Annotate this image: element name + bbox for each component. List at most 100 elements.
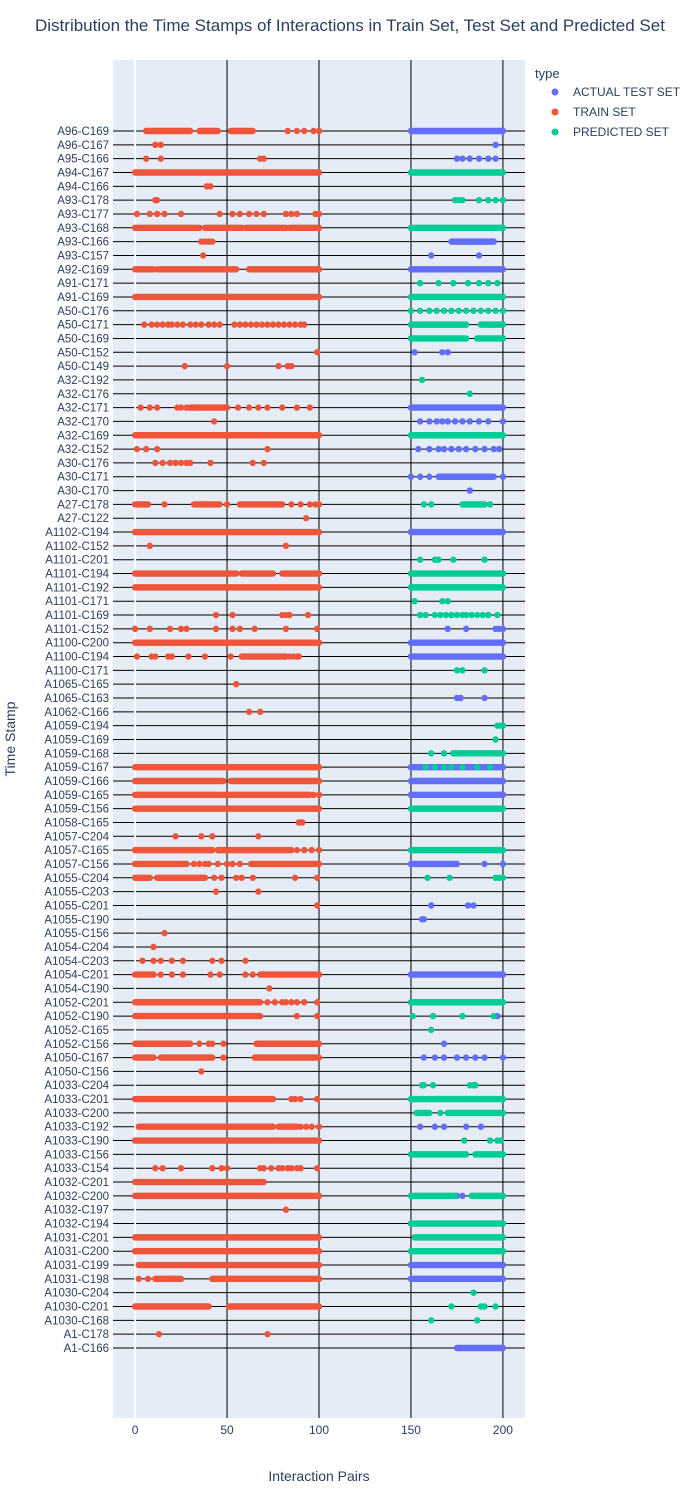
series-train-set (131, 127, 323, 1338)
data-point (220, 1040, 227, 1047)
data-point (168, 1275, 176, 1283)
data-point (291, 874, 299, 881)
data-point (183, 404, 190, 411)
data-point (157, 957, 165, 964)
data-point (313, 625, 321, 633)
data-point (475, 252, 483, 259)
data-point (420, 916, 428, 923)
data-point (218, 874, 225, 881)
data-point (306, 404, 314, 411)
y-tick-label: A96-C169 (57, 126, 109, 138)
data-point (282, 999, 290, 1006)
data-point (288, 362, 295, 370)
data-point (210, 321, 218, 328)
y-tick-label: A1033-C204 (44, 1080, 109, 1092)
data-point (472, 1082, 479, 1089)
data-point (229, 860, 236, 868)
data-point (297, 501, 304, 508)
data-point (210, 874, 218, 881)
data-point (275, 321, 282, 328)
chart-title: Distribution the Time Stamps of Interact… (35, 16, 665, 35)
data-point (308, 1123, 315, 1130)
legend-item-test[interactable]: ACTUAL TEST SET (551, 85, 681, 99)
data-point (236, 625, 244, 633)
y-tick-label: A1101-C201 (45, 555, 109, 567)
data-point (245, 708, 253, 716)
data-point (462, 307, 470, 314)
y-tick-label: A1059-C167 (44, 762, 109, 774)
data-point (282, 1206, 290, 1213)
data-point (205, 321, 212, 328)
data-point (199, 501, 207, 508)
data-point (475, 418, 483, 425)
y-tick-label: A1059-C169 (44, 735, 109, 747)
data-point (229, 210, 236, 218)
data-point (472, 445, 479, 453)
legend-item-pred[interactable]: PREDICTED SET (551, 125, 670, 139)
y-tick-label: A1050-C167 (44, 1053, 109, 1065)
data-point (155, 1330, 163, 1338)
data-point (153, 445, 161, 453)
data-point (466, 390, 474, 397)
data-point (146, 404, 153, 411)
data-point (306, 501, 314, 508)
data-point (168, 957, 176, 964)
y-tick-label: A1058-C165 (44, 817, 109, 829)
data-point (192, 404, 199, 411)
data-point (470, 902, 477, 909)
data-point (185, 653, 192, 660)
data-point (315, 501, 323, 508)
data-point (177, 1165, 185, 1172)
data-point (282, 210, 290, 218)
data-point (150, 943, 157, 951)
data-point (295, 653, 302, 660)
data-point (137, 404, 144, 411)
y-tick-label: A1032-C197 (44, 1205, 109, 1217)
y-axis-title: Time Stamp (2, 701, 18, 776)
data-point (497, 1137, 505, 1144)
data-point (251, 625, 258, 633)
y-tick-label: A91-C169 (57, 292, 109, 304)
data-point (313, 1165, 321, 1172)
data-point (210, 418, 218, 425)
y-tick-label: A1052-C165 (44, 1025, 109, 1037)
legend[interactable]: type ACTUAL TEST SET TRAIN SET PREDICTED S… (535, 66, 681, 139)
data-point (236, 210, 244, 218)
data-point (416, 418, 424, 425)
y-tick-label: A27-C178 (57, 499, 109, 511)
data-point (161, 501, 168, 508)
data-point (168, 321, 176, 328)
data-point (464, 902, 472, 909)
data-point (177, 625, 185, 633)
y-tick-label: A1033-C201 (44, 1094, 109, 1106)
data-point (420, 1054, 428, 1061)
data-point (459, 155, 466, 162)
y-tick-label: A1059-C165 (44, 790, 109, 802)
data-point (431, 1054, 439, 1061)
data-point (453, 1054, 461, 1061)
data-point (279, 404, 286, 411)
y-tick-label: A30-C176 (57, 458, 109, 470)
y-tick-label: A1059-C156 (44, 804, 109, 816)
data-point (481, 860, 488, 868)
data-point (146, 542, 153, 550)
data-point (299, 819, 306, 826)
data-point (260, 1165, 268, 1172)
data-point (450, 556, 457, 563)
y-tick-label: A1101-C192 (45, 582, 109, 594)
data-point (479, 611, 486, 619)
data-point (492, 736, 499, 743)
data-point (499, 307, 507, 314)
data-point (494, 279, 501, 287)
data-point (177, 404, 185, 411)
data-point (267, 1165, 275, 1172)
data-point (177, 210, 185, 218)
data-point (282, 625, 290, 633)
legend-item-train[interactable]: TRAIN SET (551, 105, 637, 119)
data-point (282, 542, 290, 550)
data-point (315, 791, 323, 799)
data-point (264, 404, 271, 411)
data-point (450, 279, 457, 287)
data-point (166, 459, 174, 467)
data-point (411, 349, 418, 356)
